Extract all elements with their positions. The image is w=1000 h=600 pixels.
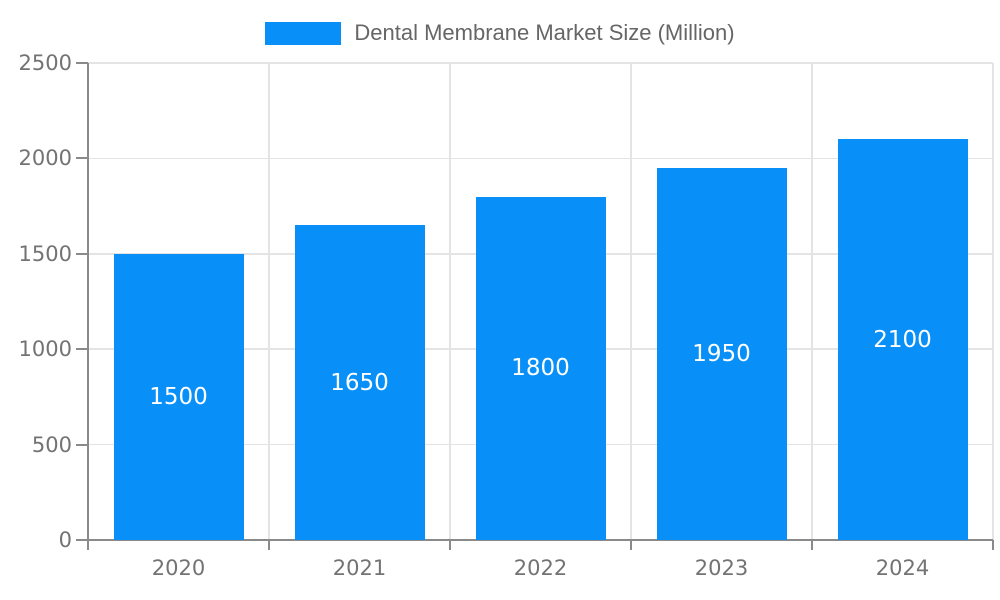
bar-value-label-2023: 1950 (692, 340, 751, 367)
y-tick-2500 (76, 62, 88, 64)
bar-2022[interactable]: 1800 (475, 196, 606, 540)
x-tick-4 (811, 540, 813, 550)
gridline-y-2000 (88, 157, 993, 160)
x-tick-5 (992, 540, 994, 550)
y-axis-line (87, 63, 89, 540)
y-tick-label-2000: 2000 (18, 146, 72, 171)
x-tick-3 (630, 540, 632, 550)
y-tick-0 (76, 539, 88, 541)
y-tick-label-2500: 2500 (18, 51, 72, 75)
bar-value-label-2024: 2100 (873, 326, 932, 353)
x-tick-2 (449, 540, 451, 550)
y-tick-label-0: 0 (58, 528, 72, 552)
x-tick-label-2022: 2022 (513, 556, 568, 580)
y-tick-1500 (76, 252, 88, 255)
x-tick-label-2020: 2020 (151, 556, 206, 580)
bar-value-label-2022: 1800 (511, 355, 570, 382)
gridline-x-1 (268, 63, 270, 540)
x-tick-label-2023: 2023 (694, 556, 749, 580)
y-tick-label-1000: 1000 (18, 337, 72, 362)
bar-2021[interactable]: 1650 (294, 225, 425, 540)
x-tick-1 (268, 540, 270, 550)
x-tick-label-2021: 2021 (332, 556, 387, 580)
y-tick-500 (76, 443, 88, 446)
legend-label: Dental Membrane Market Size (Million) (354, 20, 735, 45)
x-tick-label-2024: 2024 (875, 556, 930, 580)
bar-value-label-2021: 1650 (330, 369, 389, 396)
legend[interactable]: Dental Membrane Market Size (Million) (0, 18, 1000, 48)
gridline-y-2500 (88, 62, 993, 64)
bar-2023[interactable]: 1950 (656, 167, 787, 540)
x-axis-line (88, 539, 993, 541)
bar-2024[interactable]: 2100 (837, 139, 968, 540)
bar-value-label-2020: 1500 (149, 383, 208, 410)
gridline-x-4 (811, 63, 813, 540)
gridline-x-5 (992, 63, 994, 540)
y-tick-label-1500: 1500 (18, 241, 72, 266)
x-tick-0 (87, 540, 89, 550)
y-tick-1000 (76, 348, 88, 351)
y-tick-label-500: 500 (31, 432, 72, 457)
y-tick-2000 (76, 157, 88, 160)
gridline-x-3 (630, 63, 632, 540)
legend-swatch (265, 21, 342, 45)
gridline-x-2 (449, 63, 451, 540)
bar-2020[interactable]: 1500 (113, 253, 244, 540)
